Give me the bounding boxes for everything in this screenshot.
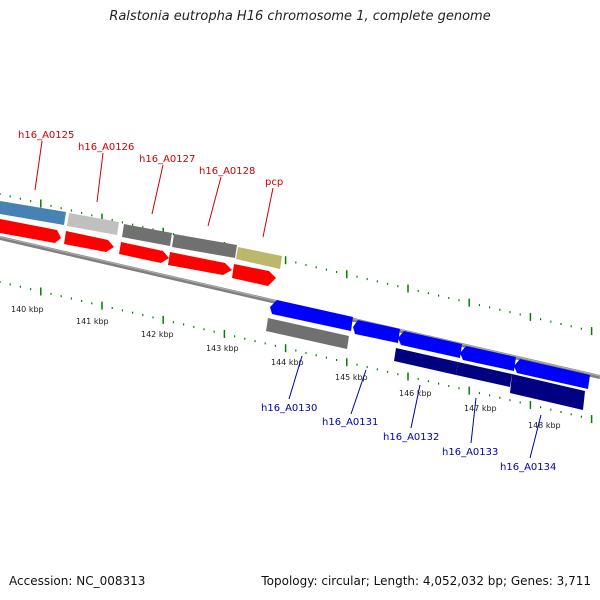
gene-bar-h16-a0125[interactable] xyxy=(0,201,66,225)
gene-bar-h16-a0132[interactable] xyxy=(394,348,458,375)
kbp-label: 144 kbp xyxy=(271,358,304,367)
upper-gene-track xyxy=(0,201,282,269)
gene-label-h16-a0127[interactable]: h16_A0127 xyxy=(139,154,195,165)
kbp-label: 147 kbp xyxy=(464,404,497,413)
kbp-label: 146 kbp xyxy=(399,389,432,398)
kbp-label: 148 kbp xyxy=(528,421,561,430)
gene-label-h16-a0130[interactable]: h16_A0130 xyxy=(261,403,317,414)
lower-gene-track xyxy=(266,318,585,410)
leader-line xyxy=(151,164,164,215)
leader-line xyxy=(288,355,303,400)
gene-bar-h16-a0130[interactable] xyxy=(266,318,349,349)
cds-arrow-h16-a0132[interactable] xyxy=(398,331,462,358)
gene-label-h16-a0132[interactable]: h16_A0132 xyxy=(383,432,439,443)
genome-summary-text: Topology: circular; Length: 4,052,032 bp… xyxy=(261,574,591,588)
leader-line xyxy=(207,176,222,227)
gene-label-h16-a0128[interactable]: h16_A0128 xyxy=(199,166,255,177)
cds-arrow-h16-a0128[interactable] xyxy=(168,252,232,275)
lower-tick-scale xyxy=(0,281,593,424)
gene-label-h16-a0133[interactable]: h16_A0133 xyxy=(442,447,498,458)
lower-gene-labels: h16_A0130 h16_A0131 h16_A0132 h16_A0133 … xyxy=(261,355,556,473)
gene-bar-pcp[interactable] xyxy=(236,247,282,269)
reverse-cds-track xyxy=(270,300,590,389)
upper-gene-labels: h16_A0125 h16_A0126 h16_A0127 h16_A0128 … xyxy=(18,130,283,238)
cds-arrow-h16-a0130[interactable] xyxy=(270,300,353,331)
kbp-label: 142 kbp xyxy=(141,330,174,339)
kbp-label: 145 kbp xyxy=(335,373,368,382)
gene-label-h16-a0134[interactable]: h16_A0134 xyxy=(500,462,556,473)
leader-line xyxy=(262,187,274,238)
cds-arrow-h16-a0127[interactable] xyxy=(119,242,169,263)
forward-cds-track xyxy=(0,219,276,286)
leader-line xyxy=(34,140,43,191)
cds-arrow-h16-a0126[interactable] xyxy=(64,231,114,252)
gene-bar-h16-a0127[interactable] xyxy=(122,224,172,246)
leader-line xyxy=(410,384,421,429)
gene-bar-h16-a0133[interactable] xyxy=(456,362,512,387)
gene-bar-h16-a0126[interactable] xyxy=(67,213,119,235)
leader-line xyxy=(350,369,367,415)
cds-arrow-pcp[interactable] xyxy=(232,264,276,286)
cds-arrow-h16-a0131[interactable] xyxy=(353,320,400,343)
kbp-label: 143 kbp xyxy=(206,344,239,353)
accession-text: Accession: NC_008313 xyxy=(9,574,146,588)
gene-label-pcp[interactable]: pcp xyxy=(265,177,283,188)
gene-label-h16-a0126[interactable]: h16_A0126 xyxy=(78,142,134,153)
leader-line xyxy=(470,397,477,444)
kbp-label: 141 kbp xyxy=(76,317,109,326)
leader-line xyxy=(529,414,542,459)
gene-bar-h16-a0128[interactable] xyxy=(172,234,237,258)
cds-arrow-h16-a0134[interactable] xyxy=(514,359,590,389)
kbp-label: 140 kbp xyxy=(11,305,44,314)
cds-arrow-h16-a0133[interactable] xyxy=(460,346,516,371)
map-title: Ralstonia eutropha H16 chromosome 1, com… xyxy=(109,9,491,24)
gene-bar-h16-a0134[interactable] xyxy=(510,374,585,410)
kbp-labels: 140 kbp 141 kbp 142 kbp 143 kbp 144 kbp … xyxy=(11,305,561,430)
leader-line xyxy=(96,152,104,203)
gene-label-h16-a0125[interactable]: h16_A0125 xyxy=(18,130,74,141)
gene-label-h16-a0131[interactable]: h16_A0131 xyxy=(322,417,378,428)
cds-arrow-h16-a0125[interactable] xyxy=(0,219,61,243)
